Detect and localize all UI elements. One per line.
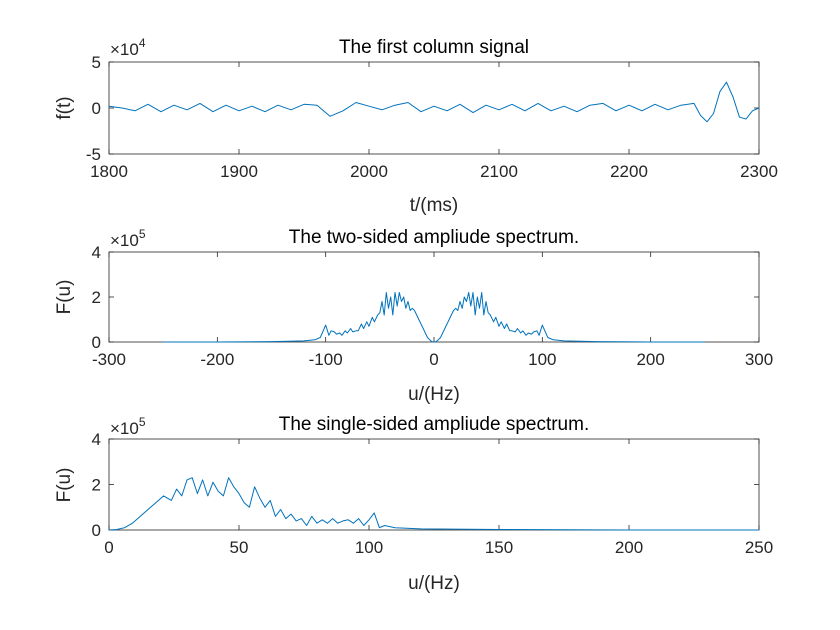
subplot-2-title: The two-sided ampliude spectrum. [289, 227, 579, 248]
subplot-1-multiplier: ×104 [110, 36, 146, 59]
x-tick-label: 2300 [740, 162, 778, 181]
subplot-2-multiplier: ×105 [110, 227, 146, 250]
y-tick-label: 0 [92, 521, 101, 540]
x-tick-label: 200 [636, 350, 664, 369]
y-tick-label: 0 [92, 99, 101, 118]
x-tick-label: 0 [104, 538, 113, 557]
plot-frame-3 [108, 438, 760, 531]
x-tick-label: 300 [745, 350, 773, 369]
subplot-3-title: The single-sided ampliude spectrum. [279, 414, 590, 435]
x-tick-label: 2200 [610, 162, 648, 181]
subplot-1-ylabel: f(t) [54, 96, 75, 119]
x-tick-label: 250 [745, 538, 773, 557]
x-tick-label: 100 [528, 350, 556, 369]
subplot-3-xlabel: u/(Hz) [408, 573, 460, 594]
subplot-3-ylabel: F(u) [54, 468, 75, 503]
y-tick-label: 5 [92, 53, 101, 72]
x-tick-label: 100 [355, 538, 383, 557]
x-tick-label: 1800 [90, 162, 128, 181]
x-tick-label: 2000 [350, 162, 388, 181]
subplot-1-xlabel: t/(ms) [410, 195, 459, 216]
x-tick-label: -200 [200, 350, 234, 369]
plot-frame-2 [108, 251, 760, 343]
y-tick-label: 4 [92, 430, 101, 449]
series-line-1-1 [108, 81, 760, 123]
subplot-1-title: The first column signal [339, 37, 529, 58]
series-line-3-1 [108, 477, 759, 531]
y-tick-label: 0 [92, 333, 101, 352]
x-tick-label: 1900 [220, 162, 258, 181]
x-tick-label: 200 [615, 538, 643, 557]
x-tick-label: -100 [309, 350, 343, 369]
series-line-2-1 [163, 292, 705, 343]
x-tick-label: -300 [92, 350, 126, 369]
x-tick-label: 50 [230, 538, 249, 557]
x-tick-label: 0 [429, 350, 438, 369]
subplot-signal: The first column signal f(t) t/(ms) ×104… [54, 36, 778, 216]
y-tick-label: 2 [92, 476, 101, 495]
subplot-3-multiplier: ×105 [110, 415, 146, 438]
y-tick-label: -5 [86, 145, 101, 164]
y-tick-label: 2 [92, 288, 101, 307]
subplot-two-sided-spectrum: The two-sided ampliude spectrum. F(u) u/… [54, 227, 773, 405]
x-tick-label: 2100 [480, 162, 518, 181]
subplot-2-ylabel: F(u) [54, 280, 75, 315]
y-tick-label: 4 [92, 243, 101, 262]
subplot-single-sided-spectrum: The single-sided ampliude spectrum. F(u)… [54, 414, 773, 594]
x-tick-label: 150 [485, 538, 513, 557]
subplot-2-xlabel: u/(Hz) [408, 384, 460, 405]
